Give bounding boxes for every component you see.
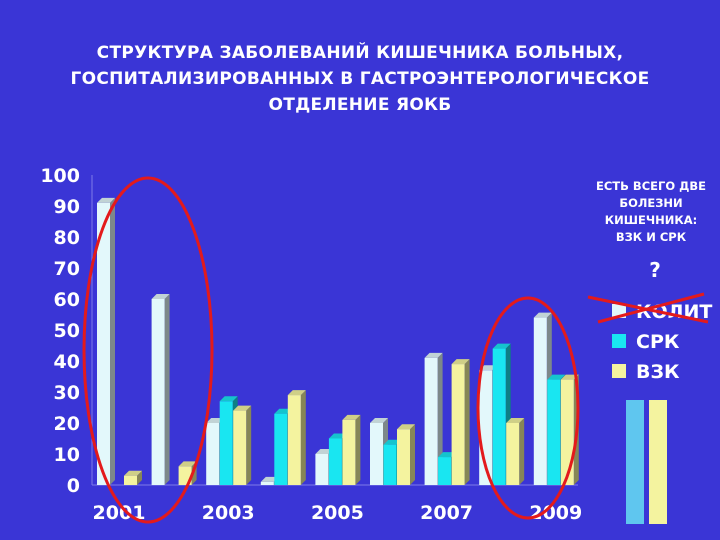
side-bar-blue [626, 400, 644, 524]
annotation-question-mark: ? [649, 258, 661, 282]
legend-item: СРК [612, 331, 680, 353]
x-tick-labels: 2001 2003 2005 2007 2009 [93, 502, 583, 524]
highlight-circle-2009 [476, 296, 580, 520]
annotation-note: ЕСТЬ ВСЕГО ДВЕ БОЛЕЗНИ КИШЕЧНИКА: ВЗК И … [596, 179, 706, 244]
y-tick-labels: 0 10 20 30 40 50 60 70 80 90 100 [40, 165, 80, 497]
legend-label: ВЗК [636, 361, 680, 383]
y-tick-label: 20 [54, 413, 80, 435]
title-line-1: СТРУКТУРА ЗАБОЛЕВАНИЙ КИШЕЧНИКА БОЛЬНЫХ, [96, 43, 624, 63]
y-tick-label: 10 [54, 444, 80, 466]
side-bar-yellow [649, 400, 667, 524]
bar [397, 424, 415, 485]
bar [151, 294, 170, 485]
y-tick-label: 30 [54, 382, 80, 404]
y-tick-label: 40 [54, 351, 80, 373]
legend-label: СРК [636, 331, 680, 353]
bar [287, 390, 306, 485]
y-tick-label: 0 [67, 475, 80, 497]
bar [233, 405, 252, 485]
title-line-2: ГОСПИТАЛИЗИРОВАННЫХ В ГАСТРОЭНТЕРОЛОГИЧЕ… [70, 69, 650, 89]
y-tick-label: 80 [54, 227, 80, 249]
cross-line-2 [597, 292, 705, 324]
bar [506, 418, 525, 485]
x-tick-label: 2009 [529, 502, 582, 524]
bar [124, 470, 142, 485]
annotations [82, 176, 709, 524]
legend-item: ВЗК [612, 361, 680, 383]
bar [342, 414, 361, 485]
chart-title: СТРУКТУРА ЗАБОЛЕВАНИЙ КИШЕЧНИКА БОЛЬНЫХ,… [0, 40, 720, 118]
legend-swatch [612, 364, 626, 378]
y-tick-label: 60 [54, 289, 80, 311]
x-tick-label: 2003 [202, 502, 255, 524]
y-tick-label: 70 [54, 258, 80, 280]
highlight-circle-2001 [82, 176, 214, 524]
y-tick-label: 100 [40, 165, 80, 187]
x-tick-label: 2007 [420, 502, 473, 524]
title-line-3: ОТДЕЛЕНИЕ ЯОКБ [268, 95, 452, 115]
bar [97, 197, 115, 485]
bar [451, 359, 470, 485]
y-tick-label: 50 [54, 320, 80, 342]
bars [97, 197, 579, 485]
x-tick-label: 2005 [311, 502, 364, 524]
legend-swatch [612, 334, 626, 348]
y-tick-label: 90 [54, 196, 80, 218]
bar [424, 352, 443, 485]
